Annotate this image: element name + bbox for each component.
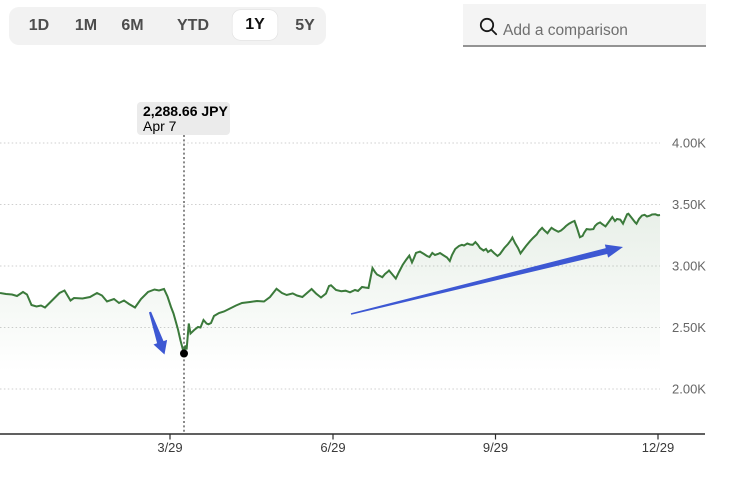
svg-text:12/29: 12/29 — [642, 440, 675, 455]
svg-text:3.00K: 3.00K — [672, 259, 706, 274]
svg-text:6/29: 6/29 — [320, 440, 345, 455]
svg-text:2.00K: 2.00K — [672, 382, 706, 397]
svg-text:4.00K: 4.00K — [672, 136, 706, 151]
svg-text:2.50K: 2.50K — [672, 320, 706, 335]
svg-text:3.50K: 3.50K — [672, 197, 706, 212]
svg-text:3/29: 3/29 — [157, 440, 182, 455]
svg-text:9/29: 9/29 — [483, 440, 508, 455]
